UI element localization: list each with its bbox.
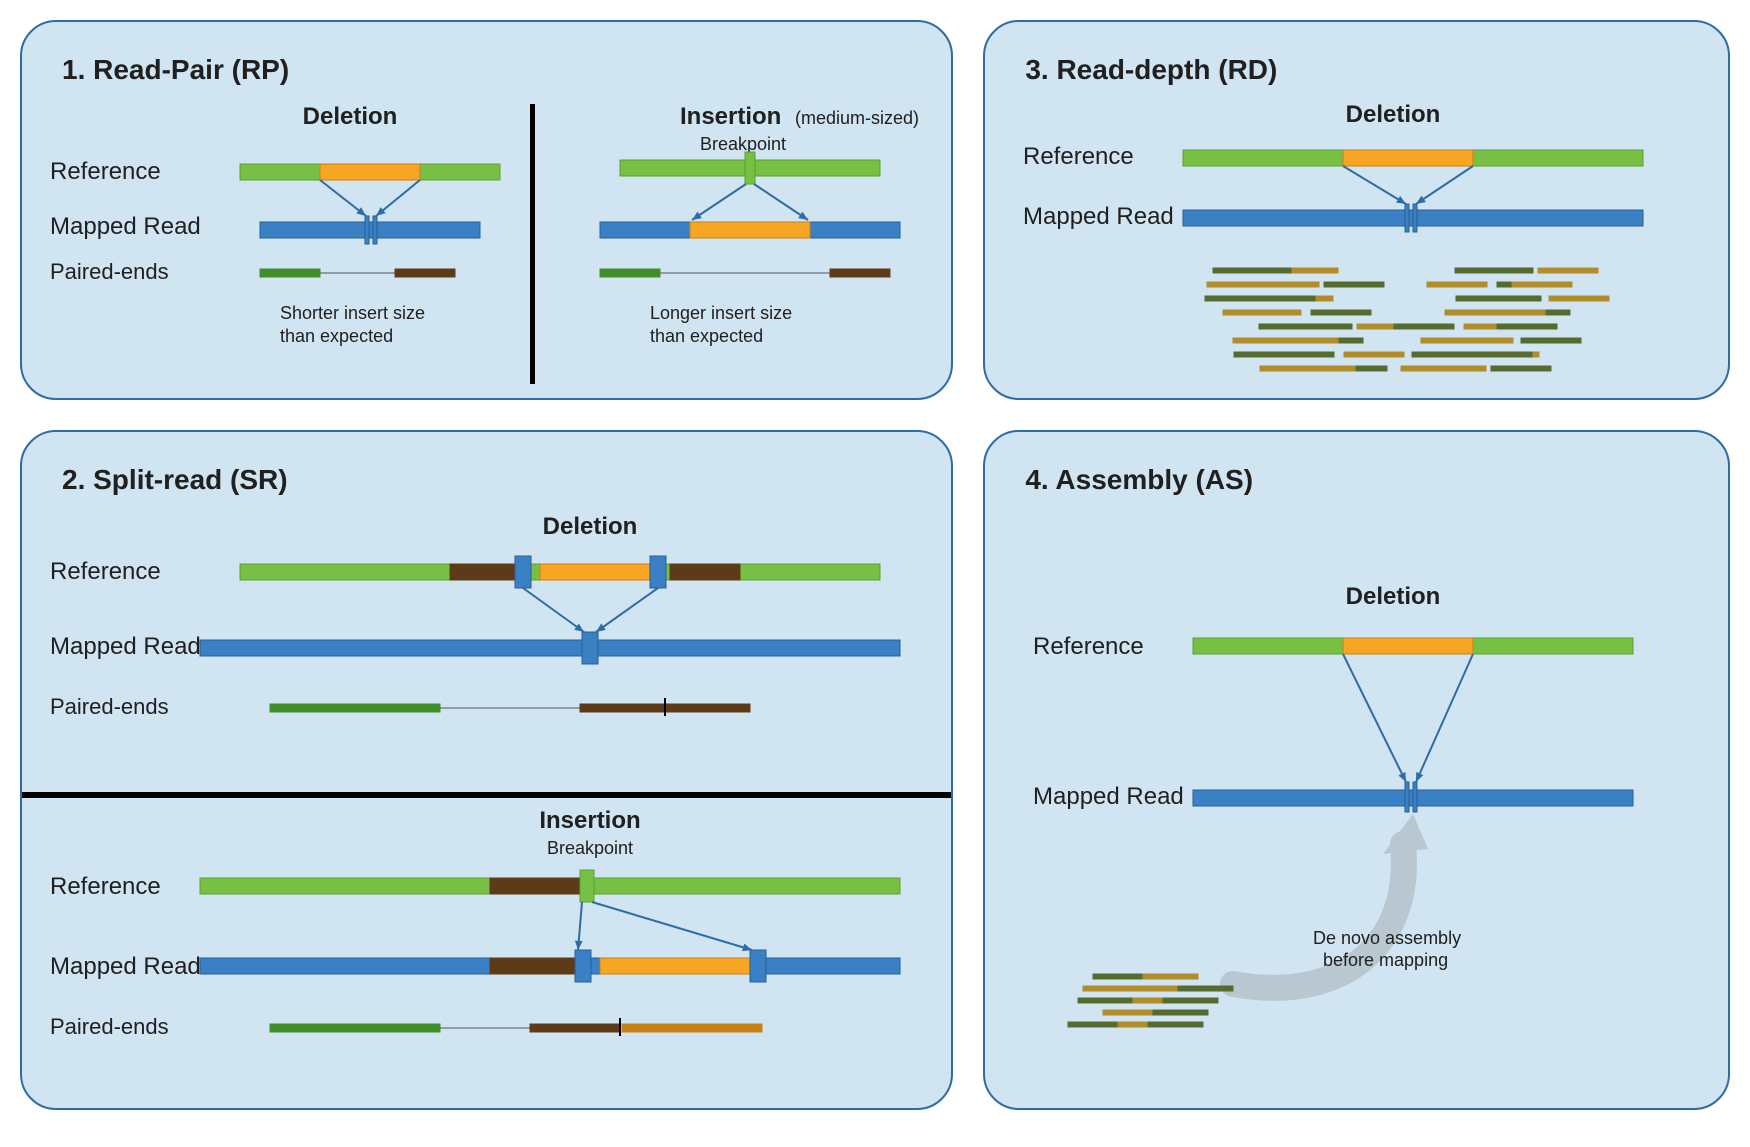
panel-read-pair: 1. Read-Pair (RP) Deletion Reference Mappe… xyxy=(20,20,953,400)
svg-text:Reference: Reference xyxy=(1023,143,1134,170)
svg-text:Insertion: Insertion xyxy=(539,807,640,834)
svg-text:(medium-sized): (medium-sized) xyxy=(795,108,919,128)
panel4-diagram: Deletion Reference Mapped Read De novo asse… xyxy=(1013,514,1700,1074)
svg-text:De novo assembly: De novo assembly xyxy=(1313,928,1461,948)
svg-text:before mapping: before mapping xyxy=(1323,950,1448,970)
svg-text:Deletion: Deletion xyxy=(543,514,638,540)
panel1-title: 1. Read-Pair (RP) xyxy=(62,54,923,86)
panel4-title: 4. Assembly (AS) xyxy=(1025,464,1700,496)
panel2-bottom-diagram: Insertion Breakpoint Reference Mapped Read P… xyxy=(50,804,923,1084)
svg-text:Mapped Read: Mapped Read xyxy=(50,213,201,240)
svg-text:Paired-ends: Paired-ends xyxy=(50,259,169,284)
svg-text:Deletion: Deletion xyxy=(1346,104,1441,128)
panel2-divider xyxy=(22,792,951,798)
svg-text:Deletion: Deletion xyxy=(303,104,398,130)
svg-text:Reference: Reference xyxy=(50,873,161,900)
panel2-title: 2. Split-read (SR) xyxy=(62,464,923,496)
svg-text:Longer insert size: Longer insert size xyxy=(650,303,792,323)
svg-text:than expected: than expected xyxy=(280,326,393,346)
svg-text:Shorter insert size: Shorter insert size xyxy=(280,303,425,323)
svg-text:Breakpoint: Breakpoint xyxy=(547,838,633,858)
svg-text:Mapped Read: Mapped Read xyxy=(1023,203,1174,230)
panel2-top-diagram: Deletion Reference Mapped Read Paired-ends xyxy=(50,514,923,774)
svg-text:Reference: Reference xyxy=(50,558,161,585)
svg-text:Mapped Read: Mapped Read xyxy=(50,953,201,980)
svg-text:Breakpoint: Breakpoint xyxy=(700,134,786,154)
panel3-diagram: Deletion Reference Mapped Read xyxy=(1013,104,1700,404)
svg-text:Paired-ends: Paired-ends xyxy=(50,694,169,719)
svg-text:Reference: Reference xyxy=(1033,633,1144,660)
svg-text:than expected: than expected xyxy=(650,326,763,346)
svg-text:Mapped Read: Mapped Read xyxy=(50,633,201,660)
svg-text:Reference: Reference xyxy=(50,158,161,185)
panel-read-depth: 3. Read-depth (RD) Deletion Reference Mapp… xyxy=(983,20,1730,400)
svg-text:Paired-ends: Paired-ends xyxy=(50,1014,169,1039)
svg-text:Deletion: Deletion xyxy=(1346,583,1441,610)
panel1-diagram: Deletion Reference Mapped Read Paired-ends S… xyxy=(50,104,923,394)
svg-text:Mapped Read: Mapped Read xyxy=(1033,783,1184,810)
panel-split-read: 2. Split-read (SR) Deletion Reference Mapp… xyxy=(20,430,953,1110)
panel-assembly: 4. Assembly (AS) Deletion Reference Mapped… xyxy=(983,430,1730,1110)
svg-text:Insertion: Insertion xyxy=(680,104,781,130)
panel3-title: 3. Read-depth (RD) xyxy=(1025,54,1700,86)
